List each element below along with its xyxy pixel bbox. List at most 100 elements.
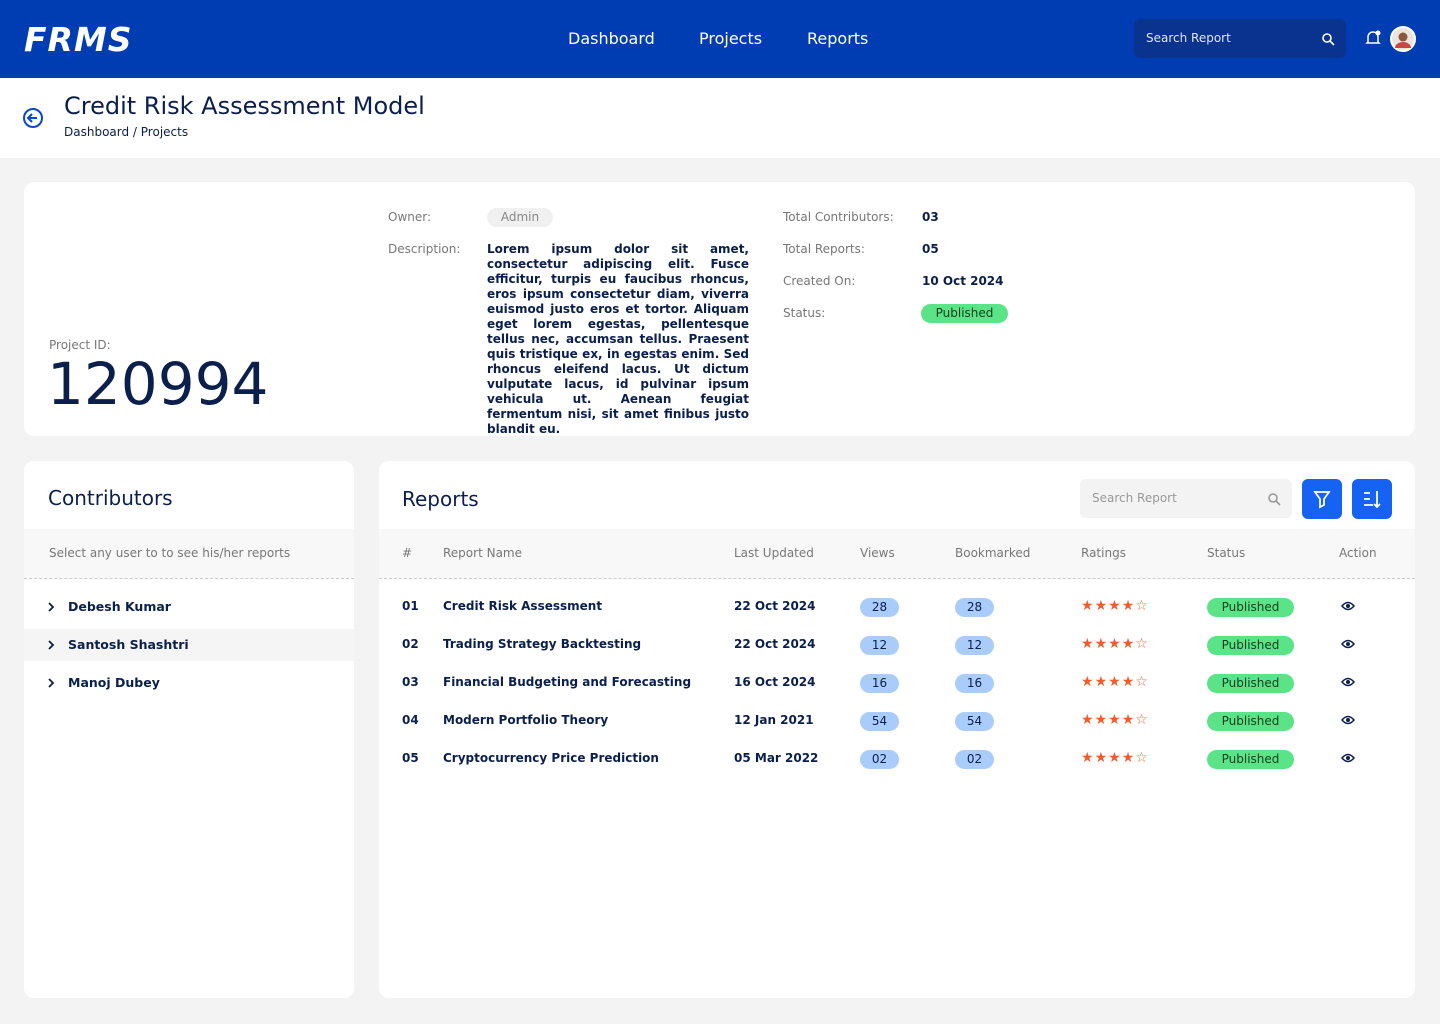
report-name[interactable]: Modern Portfolio Theory bbox=[443, 713, 609, 727]
star: ☆ bbox=[1135, 598, 1149, 614]
views-badge: 16 bbox=[860, 674, 899, 693]
star: ★ bbox=[1094, 636, 1109, 652]
star: ★ bbox=[1094, 750, 1109, 766]
contributors-hint-bar bbox=[24, 529, 354, 579]
rating-stars: ★★★★☆ bbox=[1081, 674, 1149, 690]
nav-link[interactable]: Reports bbox=[807, 29, 869, 48]
views-badge: 28 bbox=[860, 598, 899, 617]
rating-stars: ★★★★☆ bbox=[1081, 636, 1149, 652]
avatar[interactable] bbox=[1390, 26, 1416, 52]
rating-stars: ★★★★☆ bbox=[1081, 598, 1149, 614]
last-updated: 22 Oct 2024 bbox=[734, 637, 816, 651]
view-action[interactable] bbox=[1341, 600, 1355, 612]
star: ★ bbox=[1094, 712, 1109, 728]
status-badge: Published bbox=[1207, 712, 1294, 731]
star: ★ bbox=[1108, 750, 1122, 766]
star: ★ bbox=[1108, 636, 1122, 652]
stat-label: Total Contributors: bbox=[783, 210, 894, 224]
bookmarked-badge: 28 bbox=[955, 598, 994, 617]
sort-button[interactable] bbox=[1352, 479, 1392, 519]
star: ★ bbox=[1108, 598, 1122, 614]
star: ★ bbox=[1121, 674, 1136, 690]
column-header: Report Name bbox=[443, 546, 522, 560]
row-number: 04 bbox=[402, 713, 419, 727]
status-badge: Published bbox=[1207, 750, 1294, 769]
owner-badge: Admin bbox=[487, 208, 553, 227]
views-badge: 54 bbox=[860, 712, 899, 731]
last-updated: 16 Oct 2024 bbox=[734, 675, 816, 689]
status-badge: Published bbox=[1207, 636, 1294, 655]
report-name[interactable]: Financial Budgeting and Forecasting bbox=[443, 675, 692, 689]
view-action[interactable] bbox=[1341, 714, 1355, 726]
project-id-label: Project ID: bbox=[49, 338, 111, 352]
bookmarked-badge: 02 bbox=[955, 750, 994, 769]
logo[interactable]: FRMS bbox=[24, 20, 133, 59]
stat-value: 05 bbox=[922, 242, 939, 256]
description-label: Description: bbox=[388, 242, 461, 256]
stat-value: 03 bbox=[922, 210, 939, 224]
contributors-title: Contributors bbox=[48, 486, 173, 510]
project-id: 120994 bbox=[47, 350, 269, 418]
back-button[interactable] bbox=[22, 107, 44, 129]
star: ☆ bbox=[1135, 636, 1149, 652]
row-number: 03 bbox=[402, 675, 419, 689]
star: ☆ bbox=[1135, 712, 1149, 728]
filter-button[interactable] bbox=[1302, 479, 1342, 519]
star: ★ bbox=[1081, 750, 1095, 766]
column-header: # bbox=[402, 546, 413, 560]
search-box[interactable] bbox=[1134, 19, 1346, 58]
status-badge: Published bbox=[1207, 674, 1294, 693]
bookmarked-badge: 54 bbox=[955, 712, 994, 731]
bookmarked-badge: 16 bbox=[955, 674, 994, 693]
last-updated: 22 Oct 2024 bbox=[734, 599, 816, 613]
user-name[interactable]: Manoj Dubey bbox=[68, 675, 160, 690]
star: ☆ bbox=[1135, 750, 1149, 766]
view-action[interactable] bbox=[1341, 752, 1355, 764]
chevron bbox=[48, 678, 55, 688]
table-header-bar bbox=[379, 529, 1415, 579]
last-updated: 12 Jan 2021 bbox=[734, 713, 814, 727]
column-header: Status bbox=[1207, 546, 1246, 560]
star: ★ bbox=[1094, 674, 1109, 690]
column-header: Bookmarked bbox=[955, 546, 1031, 560]
star: ★ bbox=[1108, 712, 1122, 728]
reports-search[interactable] bbox=[1080, 479, 1292, 518]
owner-label: Owner: bbox=[388, 210, 432, 224]
row-number: 01 bbox=[402, 599, 419, 613]
star: ★ bbox=[1081, 598, 1095, 614]
report-name[interactable]: Cryptocurrency Price Prediction bbox=[443, 751, 659, 765]
views-badge: 12 bbox=[860, 636, 899, 655]
last-updated: 05 Mar 2022 bbox=[734, 751, 819, 765]
breadcrumb[interactable]: Dashboard / Projects bbox=[64, 125, 189, 139]
column-header: Action bbox=[1339, 546, 1377, 560]
report-name[interactable]: Trading Strategy Backtesting bbox=[443, 637, 642, 651]
status-badge: Published bbox=[1207, 598, 1294, 617]
star: ★ bbox=[1121, 598, 1136, 614]
row-number: 05 bbox=[402, 751, 419, 765]
star: ★ bbox=[1121, 636, 1136, 652]
search-icon bbox=[1322, 33, 1335, 46]
view-action[interactable] bbox=[1341, 638, 1355, 650]
search-placeholder: Search Report bbox=[1146, 31, 1231, 45]
stat-value: 10 Oct 2024 bbox=[922, 274, 1004, 288]
star: ★ bbox=[1121, 750, 1136, 766]
reports-search-placeholder: Search Report bbox=[1092, 491, 1177, 505]
bell-icon[interactable] bbox=[1364, 29, 1382, 47]
rating-stars: ★★★★☆ bbox=[1081, 712, 1149, 728]
user-name[interactable]: Santosh Shashtri bbox=[68, 637, 189, 652]
nav-link[interactable]: Dashboard bbox=[568, 29, 655, 48]
nav-link[interactable]: Projects bbox=[699, 29, 763, 48]
column-header: Views bbox=[860, 546, 895, 560]
column-header: Ratings bbox=[1081, 546, 1126, 560]
star: ☆ bbox=[1135, 674, 1149, 690]
star: ★ bbox=[1121, 712, 1136, 728]
report-name[interactable]: Credit Risk Assessment bbox=[443, 599, 603, 613]
star: ★ bbox=[1081, 712, 1095, 728]
reports-title: Reports bbox=[402, 487, 479, 511]
user-name[interactable]: Debesh Kumar bbox=[68, 599, 171, 614]
column-header: Last Updated bbox=[734, 546, 814, 560]
description: Lorem ipsum dolor sit amet, consectetur … bbox=[487, 242, 749, 436]
star: ★ bbox=[1094, 598, 1109, 614]
view-action[interactable] bbox=[1341, 676, 1355, 688]
